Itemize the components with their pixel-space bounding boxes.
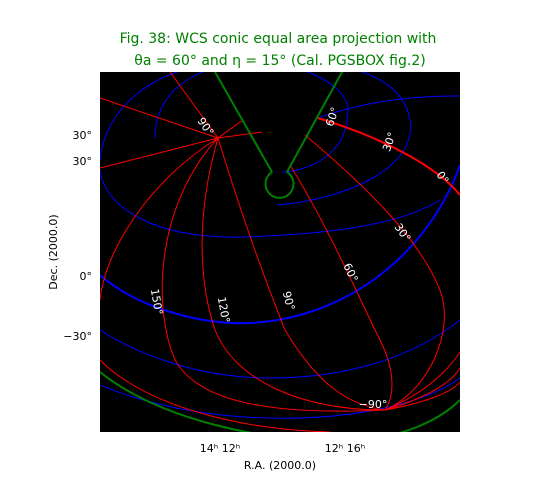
meridian-curve: [317, 117, 460, 196]
parallel-curve: [100, 164, 460, 325]
parallel-curve: [100, 169, 441, 238]
meridian-curve: [384, 381, 460, 411]
x-axis-label: R.A. (2000.0): [244, 459, 316, 472]
y-tick-label: 30°: [73, 155, 93, 168]
meridian-curve: [384, 351, 460, 411]
boundary-lower-arc: [100, 371, 460, 432]
meridian-curve: [100, 359, 331, 432]
meridian-curve: [100, 137, 219, 169]
meridian-curve: [217, 131, 263, 139]
parallel-curve: [317, 95, 460, 119]
meridian-curve: [217, 119, 244, 139]
meridian-curve: [100, 137, 219, 301]
parallels-group: [100, 72, 460, 419]
meridian-label: 60°: [323, 105, 342, 128]
boundary-edge-right: [286, 72, 343, 173]
x-tick-label: 12ʰ 16ʰ: [325, 442, 365, 455]
parallel-curve: [100, 377, 460, 419]
boundary-apex-arc: [264, 171, 295, 199]
meridian-curve: [384, 367, 460, 411]
meridian-curve: [289, 164, 393, 411]
meridian-curve: [161, 137, 386, 412]
meridian-label: 90°: [280, 290, 298, 312]
y-tick-label: −30°: [63, 330, 92, 343]
meridian-curve: [100, 97, 219, 139]
meridian-curve: [304, 134, 445, 411]
meridian-label: 0°: [434, 169, 452, 187]
y-tick-label: 30°: [73, 129, 93, 142]
chart-title-line1: Fig. 38: WCS conic equal area projection…: [120, 31, 437, 47]
x-tick-labels: 14ʰ 12ʰ 12ʰ 16ʰ: [200, 442, 365, 455]
x-tick-label: 14ʰ 12ʰ: [200, 442, 240, 455]
parallel-curve: [154, 72, 349, 173]
chart-title-line2: θa = 60° and η = 15° (Cal. PGSBOX fig.2): [134, 53, 425, 69]
meridian-label: 150°: [148, 288, 165, 316]
parallel-curve: [100, 72, 411, 206]
plot-background: [100, 72, 460, 432]
parallel-curve: [100, 319, 460, 379]
y-tick-label: 0°: [80, 270, 93, 283]
parallel-label: −90°: [359, 398, 388, 411]
y-axis-label: Dec. (2000.0): [47, 214, 60, 289]
meridian-curve: [217, 137, 386, 411]
boundary-edge-left: [214, 72, 273, 173]
meridians-group: [100, 72, 460, 432]
projection-boundary: [100, 72, 460, 432]
meridian-curve: [201, 137, 386, 411]
y-tick-labels: 30° 30° 0° −30°: [63, 129, 92, 343]
meridian-label: 120°: [215, 296, 232, 324]
meridian-curve: [169, 72, 219, 139]
meridian-label: 30°: [380, 130, 399, 153]
